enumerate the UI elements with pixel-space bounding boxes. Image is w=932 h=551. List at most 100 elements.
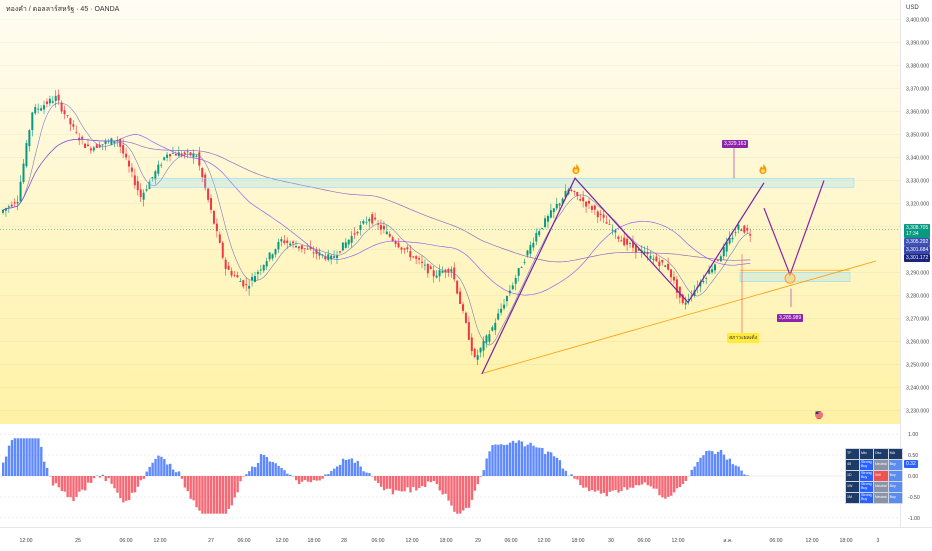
oscillator-bar (652, 476, 654, 489)
candle-body (242, 280, 244, 286)
candle-body (380, 225, 382, 230)
oscillator-bar (386, 476, 388, 489)
oscillator-bar (110, 476, 112, 484)
oscillator-bar (84, 476, 86, 490)
moving-average-line (3, 135, 750, 296)
candle-body (462, 304, 464, 311)
candle-body (295, 246, 297, 247)
bounce-circle (785, 273, 795, 283)
oscillator-bar (43, 462, 45, 476)
oscillator-bar (102, 475, 104, 476)
candle-body (28, 130, 30, 146)
candle-body (459, 292, 461, 304)
candle-body (357, 232, 359, 234)
oscillator-bar (743, 474, 745, 476)
oscillator-bar (280, 468, 282, 476)
candle-body (702, 281, 704, 282)
oscillator-bar (453, 476, 455, 512)
symbol-title[interactable]: ทองคำ / ดอลลาร์สหรัฐ · 45 · OANDA (6, 4, 119, 15)
oscillator-bar (5, 457, 7, 476)
candle-body (720, 256, 722, 261)
candle-body (556, 204, 558, 208)
oscillator-bar (11, 440, 13, 476)
oscillator-bar (644, 476, 646, 482)
oscillator-bar (518, 440, 520, 476)
table-cell: 1M (846, 493, 860, 504)
candle-body (427, 264, 429, 273)
candle-body (298, 246, 300, 248)
oscillator-bar (735, 466, 737, 476)
oscillator-bar (676, 476, 678, 488)
oscillator-bar (266, 457, 268, 476)
oscillator-bar (415, 476, 417, 490)
oscillator-bar (210, 476, 212, 514)
candle-body (137, 181, 139, 190)
oscillator-bar (524, 446, 526, 476)
oscillator-bar (204, 476, 206, 514)
candle-body (433, 270, 435, 276)
oscillator-bar (491, 445, 493, 476)
oscillator-bar (72, 476, 74, 501)
candle-body (143, 193, 145, 200)
candle-body (272, 254, 274, 258)
oscillator-bar (295, 476, 297, 480)
candle-body (172, 153, 174, 154)
oscillator-bar (374, 476, 376, 481)
oscillator-bar (151, 463, 153, 476)
candle-body (125, 154, 127, 158)
candle-body (436, 276, 438, 278)
table-cell: Strong Buy (860, 493, 874, 504)
oscillator-bar (55, 476, 57, 483)
oscillator-bar (565, 471, 567, 476)
target-price-callout: 3,329.163 (722, 140, 748, 148)
oscillator-bar (679, 476, 681, 487)
oscillator-bar (28, 438, 30, 476)
candle-body (93, 147, 95, 150)
candle-body (603, 215, 605, 218)
candle-body (187, 151, 189, 152)
oscillator-bar (576, 476, 578, 480)
oscillator-bar (198, 476, 200, 511)
oscillator-bar (597, 476, 599, 491)
candle-body (339, 251, 341, 252)
oscillator-bar (538, 448, 540, 476)
candle-body (714, 264, 716, 270)
oscillator-bar (403, 476, 405, 491)
table-cell: Buy (888, 471, 902, 482)
candle-body (336, 256, 338, 258)
candle-body (415, 256, 417, 258)
candle-body (84, 144, 86, 148)
candle-body (667, 264, 669, 270)
candle-body (412, 256, 414, 257)
candle-body (400, 247, 402, 249)
candle-body (468, 322, 470, 340)
oscillator-bar (579, 476, 581, 485)
candle-body (588, 201, 590, 204)
oscillator-bar (190, 476, 192, 499)
candle-body (342, 243, 344, 251)
oscillator-bar (231, 476, 233, 505)
candle-body (263, 265, 265, 270)
candle-body (424, 265, 426, 266)
candle-body (705, 278, 707, 279)
oscillator-bar (272, 462, 274, 476)
candle-body (582, 197, 584, 201)
oscillator-bar (509, 443, 511, 476)
candle-body (749, 234, 751, 235)
candle-body (611, 230, 613, 231)
oscillator-bar (263, 455, 265, 476)
candle-body (591, 206, 593, 210)
oscillator-bar (682, 476, 684, 484)
table-cell: Buy (888, 482, 902, 493)
oscillator-bar (107, 476, 109, 478)
oscillator-bar (154, 459, 156, 476)
oscillator-bar (529, 443, 531, 476)
resistance-zone (150, 178, 854, 187)
time-tick-label: 06:00 (372, 538, 385, 544)
candle-body (450, 269, 452, 271)
oscillator-bar (81, 476, 83, 490)
time-tick-label: 12:00 (406, 538, 419, 544)
oscillator-bar (93, 476, 95, 478)
oscillator-bar (395, 476, 397, 490)
